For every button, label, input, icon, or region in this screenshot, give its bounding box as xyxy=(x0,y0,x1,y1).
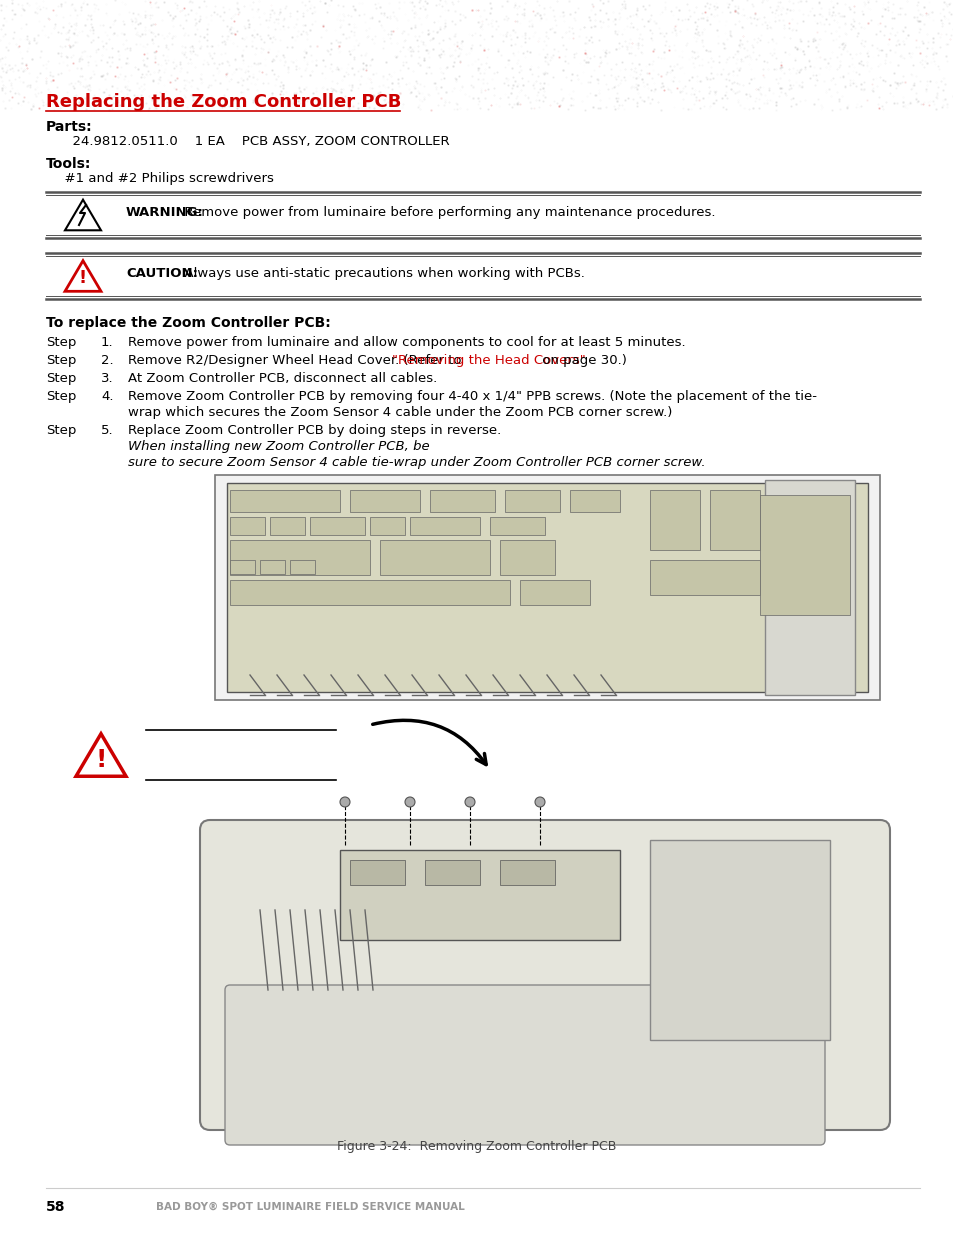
Text: Figure 3-24:  Removing Zoom Controller PCB: Figure 3-24: Removing Zoom Controller PC… xyxy=(337,1140,616,1153)
Text: Tools:: Tools: xyxy=(46,157,91,170)
Text: WARNING:: WARNING: xyxy=(126,206,204,219)
Text: !: ! xyxy=(95,748,107,772)
Text: Step: Step xyxy=(46,424,76,437)
Text: !: ! xyxy=(79,269,87,287)
Text: sure to secure Zoom Sensor 4 cable tie-wrap under Zoom Controller PCB corner scr: sure to secure Zoom Sensor 4 cable tie-w… xyxy=(128,456,705,469)
FancyBboxPatch shape xyxy=(270,517,305,535)
Text: wrap which secures the Zoom Sensor 4 cable under the Zoom PCB corner screw.): wrap which secures the Zoom Sensor 4 cab… xyxy=(128,406,672,419)
FancyBboxPatch shape xyxy=(504,490,559,513)
Text: 58: 58 xyxy=(46,1200,66,1214)
Text: 5.: 5. xyxy=(101,424,113,437)
Text: on page 30.): on page 30.) xyxy=(537,354,626,367)
Text: 2.: 2. xyxy=(101,354,113,367)
Text: Remove power from luminaire and allow components to cool for at least 5 minutes.: Remove power from luminaire and allow co… xyxy=(128,336,685,350)
Text: Replace Zoom Controller PCB by doing steps in reverse.: Replace Zoom Controller PCB by doing ste… xyxy=(128,424,509,437)
FancyBboxPatch shape xyxy=(339,850,619,940)
Text: 24.9812.0511.0    1 EA    PCB ASSY, ZOOM CONTROLLER: 24.9812.0511.0 1 EA PCB ASSY, ZOOM CONTR… xyxy=(64,135,449,148)
FancyBboxPatch shape xyxy=(290,559,314,574)
Text: "Removing the Head Covers": "Removing the Head Covers" xyxy=(392,354,585,367)
FancyBboxPatch shape xyxy=(424,860,479,885)
FancyBboxPatch shape xyxy=(370,517,405,535)
FancyBboxPatch shape xyxy=(764,480,854,695)
FancyBboxPatch shape xyxy=(230,559,254,574)
FancyBboxPatch shape xyxy=(227,483,867,692)
FancyBboxPatch shape xyxy=(410,517,479,535)
FancyBboxPatch shape xyxy=(490,517,544,535)
Text: To replace the Zoom Controller PCB:: To replace the Zoom Controller PCB: xyxy=(46,316,331,330)
FancyBboxPatch shape xyxy=(260,559,285,574)
FancyBboxPatch shape xyxy=(499,860,555,885)
FancyBboxPatch shape xyxy=(200,820,889,1130)
Text: #1 and #2 Philips screwdrivers: #1 and #2 Philips screwdrivers xyxy=(56,172,274,185)
Text: Step: Step xyxy=(46,390,76,403)
Text: Always use anti-static precautions when working with PCBs.: Always use anti-static precautions when … xyxy=(175,267,584,280)
FancyBboxPatch shape xyxy=(350,860,405,885)
FancyBboxPatch shape xyxy=(430,490,495,513)
FancyBboxPatch shape xyxy=(225,986,824,1145)
FancyBboxPatch shape xyxy=(214,475,879,700)
FancyBboxPatch shape xyxy=(230,517,265,535)
Text: 1.: 1. xyxy=(101,336,113,350)
Text: Remove R2/Designer Wheel Head Cover. (Refer to: Remove R2/Designer Wheel Head Cover. (Re… xyxy=(128,354,465,367)
Text: 3.: 3. xyxy=(101,372,113,385)
Text: Remove power from luminaire before performing any maintenance procedures.: Remove power from luminaire before perfo… xyxy=(175,206,715,219)
Text: Remove Zoom Controller PCB by removing four 4-40 x 1/4" PPB screws. (Note the pl: Remove Zoom Controller PCB by removing f… xyxy=(128,390,816,403)
FancyBboxPatch shape xyxy=(379,540,490,576)
FancyBboxPatch shape xyxy=(649,490,700,550)
Text: Step: Step xyxy=(46,336,76,350)
Text: At Zoom Controller PCB, disconnect all cables.: At Zoom Controller PCB, disconnect all c… xyxy=(128,372,436,385)
Text: Step: Step xyxy=(46,372,76,385)
FancyBboxPatch shape xyxy=(649,559,760,595)
Text: CAUTION:: CAUTION: xyxy=(126,267,198,280)
Text: Parts:: Parts: xyxy=(46,120,92,135)
FancyBboxPatch shape xyxy=(569,490,619,513)
FancyBboxPatch shape xyxy=(499,540,555,576)
FancyBboxPatch shape xyxy=(519,580,589,605)
FancyBboxPatch shape xyxy=(230,490,339,513)
Circle shape xyxy=(339,797,350,806)
Text: BAD BOY® SPOT LUMINAIRE FIELD SERVICE MANUAL: BAD BOY® SPOT LUMINAIRE FIELD SERVICE MA… xyxy=(156,1202,464,1212)
FancyBboxPatch shape xyxy=(709,490,760,550)
Circle shape xyxy=(464,797,475,806)
FancyBboxPatch shape xyxy=(230,540,370,576)
FancyBboxPatch shape xyxy=(230,580,510,605)
FancyBboxPatch shape xyxy=(649,840,829,1040)
Text: When installing new Zoom Controller PCB, be: When installing new Zoom Controller PCB,… xyxy=(128,440,429,453)
FancyBboxPatch shape xyxy=(310,517,365,535)
Text: Step: Step xyxy=(46,354,76,367)
FancyBboxPatch shape xyxy=(350,490,419,513)
Circle shape xyxy=(405,797,415,806)
FancyBboxPatch shape xyxy=(760,495,849,615)
Circle shape xyxy=(535,797,544,806)
Text: Replacing the Zoom Controller PCB: Replacing the Zoom Controller PCB xyxy=(46,93,401,111)
Text: 4.: 4. xyxy=(101,390,113,403)
